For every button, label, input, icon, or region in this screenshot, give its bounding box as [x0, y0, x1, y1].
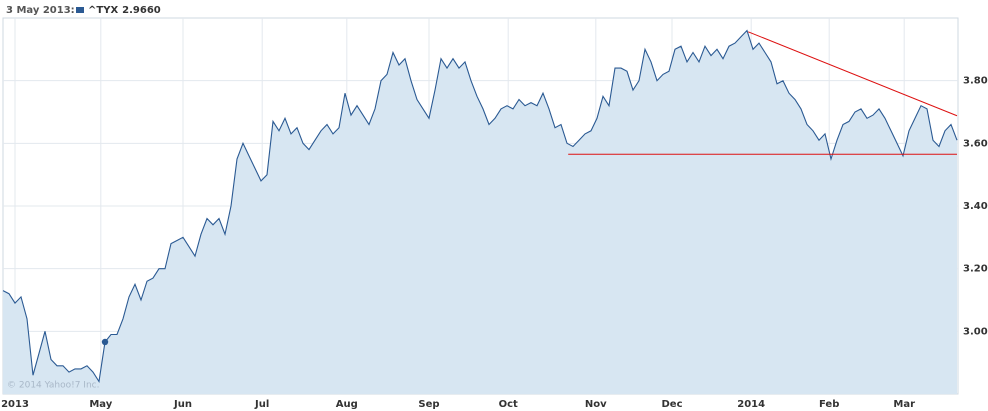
legend-swatch: [76, 7, 84, 13]
legend-name: ^TYX: [88, 5, 118, 16]
y-tick-label: 3.00: [963, 326, 988, 337]
x-tick-label: 2013: [1, 399, 29, 410]
area-fill: [3, 30, 957, 394]
y-tick-label: 3.20: [963, 264, 988, 275]
x-tick-label: May: [89, 399, 112, 410]
x-tick-label: Dec: [661, 399, 682, 410]
line: [2, 29, 958, 384]
highlight-point: [101, 338, 109, 346]
trendline: [748, 31, 958, 117]
x-tick-label: Feb: [819, 399, 839, 410]
x-tick-label: Mar: [893, 399, 915, 410]
x-tick-label: Jun: [173, 399, 192, 410]
x-tick-label: Sep: [418, 399, 439, 410]
y-tick-label: 3.60: [963, 138, 988, 149]
x-tick-label: Aug: [336, 399, 358, 410]
x-tick-label: Nov: [585, 399, 607, 410]
legend-date: 3 May 2013:: [6, 5, 75, 16]
legend-value: 2.9660: [122, 5, 161, 16]
x-tick-label: Jul: [254, 399, 269, 410]
y-tick-label: 3.80: [963, 76, 988, 87]
x-tick-label: Oct: [499, 399, 518, 410]
x-tick-label: 2014: [737, 399, 765, 410]
y-tick-label: 3.40: [963, 201, 988, 212]
credit: © 2014 Yahoo!7 Inc.: [7, 381, 99, 391]
